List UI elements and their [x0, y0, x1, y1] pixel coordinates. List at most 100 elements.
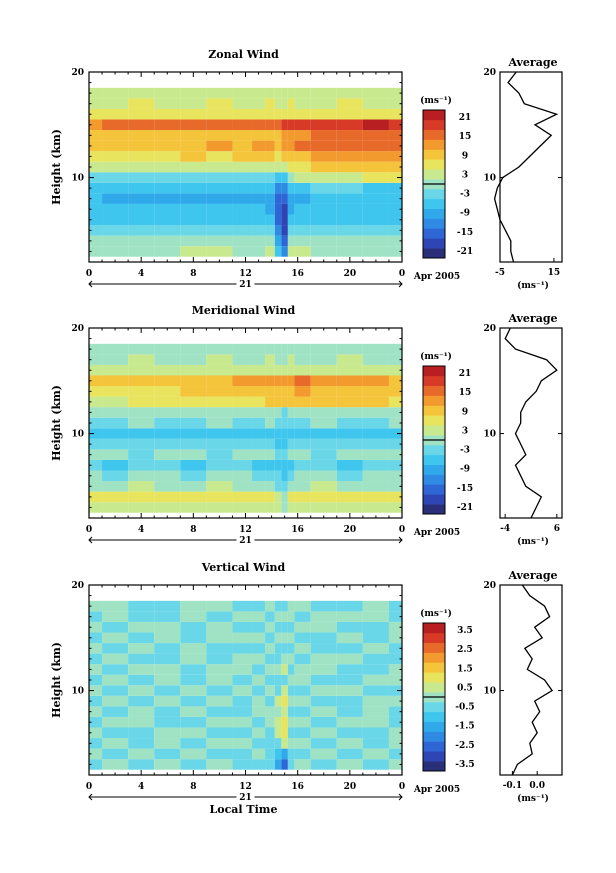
profile-unit-label: (ms⁻¹): [517, 536, 549, 547]
heatmap-cell: [252, 491, 266, 503]
heatmap-cell: [287, 343, 295, 355]
heatmap-cell: [274, 108, 282, 120]
x-tick-label: 0: [399, 782, 405, 792]
profile-unit-label: (ms⁻¹): [517, 793, 549, 804]
heatmap-cell: [206, 611, 233, 622]
heatmap-cell: [362, 428, 389, 439]
heatmap-cell: [336, 246, 363, 257]
colorbar-segment: [423, 208, 445, 219]
heatmap-cell: [89, 685, 103, 696]
heatmap-cell: [232, 727, 253, 739]
heatmap-cell: [336, 364, 363, 376]
heatmap-cell: [102, 674, 129, 686]
heatmap-cell: [232, 343, 253, 355]
colorbar-tick-label: 0.5: [457, 683, 473, 693]
heatmap-cell: [89, 161, 103, 173]
heatmap-cell: [287, 417, 295, 429]
heatmap-cell: [252, 449, 266, 460]
heatmap-cell: [265, 438, 275, 450]
heatmap-cell: [362, 151, 389, 162]
heatmap-cell: [232, 632, 253, 644]
heatmap-cell: [154, 491, 181, 503]
heatmap-cell: [362, 417, 389, 429]
heatmap-cell: [128, 235, 155, 247]
heatmap-cell: [336, 386, 363, 397]
heatmap-cell: [265, 140, 275, 152]
heatmap-cell: [154, 214, 181, 226]
heatmap-cell: [265, 407, 275, 418]
x-tick-label: 20: [344, 269, 357, 279]
heatmap-cell: [336, 449, 363, 460]
heatmap-cell: [128, 130, 155, 141]
heatmap-cell: [274, 235, 282, 247]
heatmap-cell: [102, 727, 129, 739]
heatmap-cell: [232, 748, 253, 760]
heatmap-cell: [89, 203, 103, 215]
heatmap-cell: [281, 621, 288, 633]
heatmap-cell: [287, 354, 295, 365]
heatmap-cell: [102, 172, 129, 183]
x-tick-label: 8: [190, 269, 196, 279]
heatmap-cell: [362, 172, 389, 183]
heatmap-cell: [206, 449, 233, 460]
heatmap-cell: [294, 664, 311, 675]
x-tick-label: 4: [138, 782, 144, 792]
heatmap-cell: [274, 417, 282, 429]
heatmap-cell: [287, 491, 295, 503]
heatmap-cell: [252, 600, 266, 612]
heatmap-cell: [362, 386, 389, 397]
heatmap-cell: [232, 738, 253, 749]
heatmap-cell: [154, 748, 181, 760]
heatmap-cell: [281, 151, 288, 162]
heatmap-cell: [128, 417, 155, 429]
heatmap-cell: [252, 364, 266, 376]
colorbar-segment: [423, 425, 445, 436]
heatmap-cell: [128, 621, 155, 633]
heatmap-cell: [102, 738, 129, 749]
y-tick-label: 20: [71, 581, 84, 591]
heatmap-cell: [232, 87, 253, 99]
heatmap-cell: [281, 130, 288, 141]
heatmap-cell: [362, 716, 389, 728]
heatmap-cell: [89, 459, 103, 471]
heatmap-cell: [232, 438, 253, 450]
profile-x-tick-label: 15: [548, 268, 561, 278]
heatmap-cell: [274, 621, 282, 633]
heatmap-cell: [310, 193, 337, 204]
heatmap-cell: [281, 428, 288, 439]
heatmap-cell: [232, 130, 253, 141]
heatmap-cell: [252, 246, 266, 257]
heatmap-cell: [232, 417, 253, 429]
heatmap-cell: [336, 611, 363, 622]
heatmap-cell: [154, 203, 181, 215]
heatmap-cell: [274, 182, 282, 194]
heatmap-cell: [281, 87, 288, 99]
day-label-bg: [236, 792, 255, 802]
panel-title: Meridional Wind: [192, 304, 296, 317]
heatmap-cell: [310, 653, 337, 665]
heatmap-cell: [281, 664, 288, 675]
profile-y-tick-label: 20: [483, 68, 496, 78]
heatmap-cell: [128, 172, 155, 183]
heatmap-cell: [206, 87, 233, 99]
heatmap-cell: [294, 706, 311, 717]
heatmap-cell: [294, 695, 311, 707]
heatmap-cell: [180, 375, 207, 387]
heatmap-cell: [102, 653, 129, 665]
heatmap-cell: [265, 653, 275, 665]
heatmap-cell: [128, 438, 155, 450]
heatmap-cell: [310, 502, 337, 513]
heatmap-cell: [232, 161, 253, 173]
x-tick-label: 12: [239, 269, 252, 279]
heatmap-cell: [206, 407, 233, 418]
colorbar-segment: [423, 682, 445, 693]
colorbar-segment: [423, 366, 445, 377]
y-axis-label: Height (km): [50, 129, 63, 205]
heatmap-cell: [336, 214, 363, 226]
colorbar-tick-label: 9: [462, 151, 468, 161]
x-tick-label: 0: [86, 525, 92, 535]
heatmap-cell: [128, 685, 155, 696]
heatmap-cell: [274, 375, 282, 387]
heatmap-cell: [128, 386, 155, 397]
heatmap-cell: [252, 417, 266, 429]
